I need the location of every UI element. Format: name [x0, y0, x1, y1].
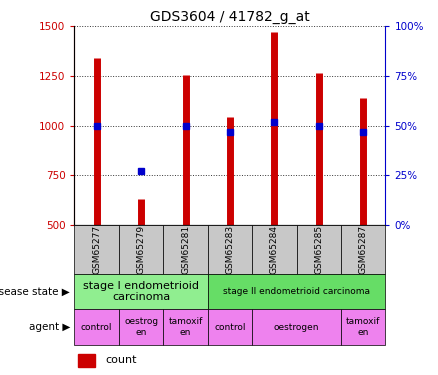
Bar	[74, 309, 119, 345]
Bar	[208, 274, 385, 309]
Text: count: count	[106, 356, 137, 366]
Text: GSM65277: GSM65277	[92, 225, 101, 274]
Bar	[78, 354, 95, 367]
Bar	[74, 274, 208, 309]
Text: GSM65279: GSM65279	[137, 225, 145, 274]
Bar	[119, 309, 163, 345]
Text: oestrog
en: oestrog en	[124, 318, 158, 337]
Bar	[252, 225, 297, 274]
Text: stage I endometrioid
carcinoma: stage I endometrioid carcinoma	[83, 281, 199, 302]
Text: disease state ▶: disease state ▶	[0, 286, 70, 297]
Bar	[163, 225, 208, 274]
Text: stage II endometrioid carcinoma: stage II endometrioid carcinoma	[223, 287, 370, 296]
Text: GSM65283: GSM65283	[226, 225, 234, 274]
Text: control: control	[81, 322, 113, 332]
Text: GSM65281: GSM65281	[181, 225, 190, 274]
Text: agent ▶: agent ▶	[29, 322, 70, 332]
Bar	[341, 309, 385, 345]
Bar	[208, 225, 252, 274]
Text: GSM65284: GSM65284	[270, 225, 279, 274]
Bar	[163, 309, 208, 345]
Text: tamoxif
en: tamoxif en	[346, 318, 381, 337]
Bar	[74, 225, 119, 274]
Title: GDS3604 / 41782_g_at: GDS3604 / 41782_g_at	[150, 10, 310, 24]
Bar	[119, 225, 163, 274]
Text: GSM65287: GSM65287	[359, 225, 368, 274]
Bar	[297, 225, 341, 274]
Text: oestrogen: oestrogen	[274, 322, 319, 332]
Bar	[252, 309, 341, 345]
Text: tamoxif
en: tamoxif en	[168, 318, 203, 337]
Text: GSM65285: GSM65285	[314, 225, 323, 274]
Bar	[341, 225, 385, 274]
Bar	[208, 309, 252, 345]
Text: control: control	[214, 322, 246, 332]
